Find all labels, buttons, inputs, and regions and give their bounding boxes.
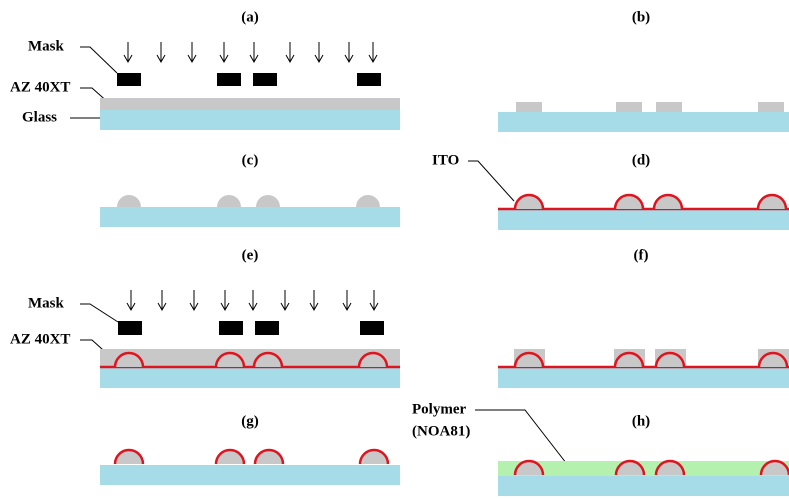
uv-arrow	[343, 290, 351, 310]
uv-arrow	[281, 290, 289, 310]
panel-label: (e)	[242, 247, 259, 263]
uv-arrow	[345, 42, 353, 62]
panel-label: (h)	[632, 413, 650, 429]
glass	[498, 210, 789, 230]
lens	[515, 195, 543, 209]
panel-label: (d)	[632, 152, 650, 168]
resist-block	[758, 102, 784, 112]
mask	[117, 73, 141, 86]
polymer-label: Polymer	[412, 401, 466, 417]
lens	[758, 195, 786, 209]
lens	[654, 195, 682, 209]
diagram: (a) (b) (c) (d) (e) (f) (g) (h) Mask AZ …	[0, 0, 789, 499]
mask	[217, 73, 241, 86]
glass-label: Glass	[22, 109, 57, 125]
lens	[117, 195, 141, 207]
glass	[100, 368, 400, 388]
lens	[255, 450, 283, 464]
lens	[615, 195, 643, 209]
mask	[357, 73, 381, 86]
uv-arrow	[315, 42, 323, 62]
photoresist	[100, 349, 400, 368]
glass	[498, 476, 789, 496]
panel-label: (c)	[242, 152, 259, 168]
mask	[253, 73, 277, 86]
lens	[356, 195, 380, 207]
panel-label: (a)	[241, 9, 259, 25]
leader	[80, 47, 117, 73]
panel-label: (b)	[632, 9, 650, 25]
leader	[475, 410, 570, 468]
mask-label: Mask	[28, 295, 64, 311]
uv-arrow	[249, 290, 257, 310]
uv-arrow	[124, 42, 132, 62]
lens	[256, 195, 280, 207]
glass	[498, 112, 789, 132]
resist-block	[656, 102, 682, 112]
mask	[255, 321, 279, 335]
panel-label: (f)	[634, 247, 649, 263]
photoresist	[100, 98, 400, 110]
glass	[100, 110, 400, 130]
uv-arrow	[221, 290, 229, 310]
resist-block	[516, 102, 542, 112]
leader	[468, 161, 514, 201]
uv-arrow	[250, 42, 258, 62]
uv-arrow	[370, 290, 378, 310]
resist-label: AZ 40XT	[10, 331, 70, 347]
lens	[360, 450, 388, 464]
lens	[216, 450, 244, 464]
panel-label: (g)	[241, 413, 259, 429]
leader	[80, 304, 118, 322]
glass	[100, 207, 400, 227]
lens	[115, 450, 143, 464]
uv-arrow	[310, 290, 318, 310]
ito-label: ITO	[432, 152, 459, 168]
mask	[118, 321, 142, 335]
mask	[219, 321, 243, 335]
glass	[100, 465, 400, 485]
uv-arrow	[286, 42, 294, 62]
resist-block	[616, 102, 642, 112]
uv-arrow	[188, 42, 196, 62]
glass	[498, 368, 789, 388]
uv-arrow	[127, 290, 135, 310]
uv-arrow	[369, 42, 377, 62]
uv-arrow	[190, 290, 198, 310]
resist-label: AZ 40XT	[10, 79, 70, 95]
mask	[360, 321, 384, 335]
polymer-label: (NOA81)	[412, 423, 470, 439]
lens	[217, 195, 241, 207]
uv-arrow	[157, 42, 165, 62]
uv-arrow	[158, 290, 166, 310]
uv-arrow	[220, 42, 228, 62]
mask-label: Mask	[28, 38, 64, 54]
